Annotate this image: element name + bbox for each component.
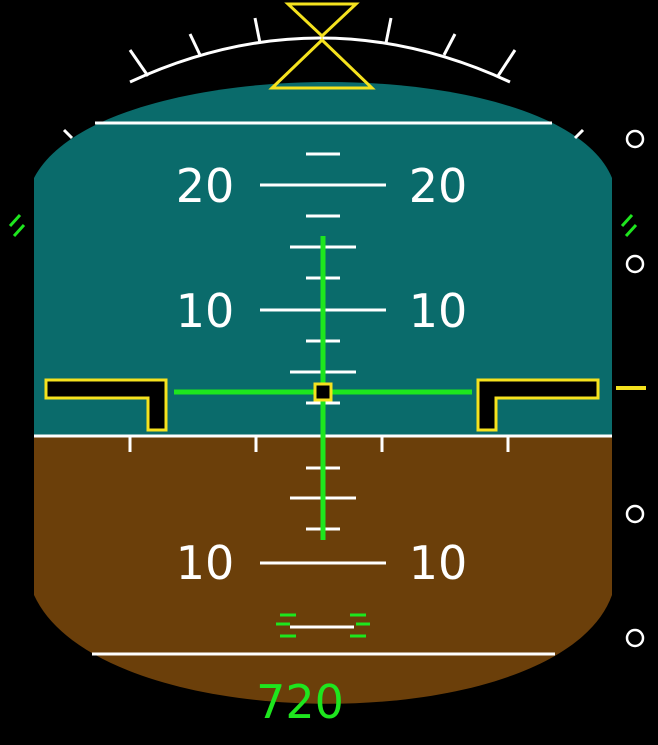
aircraft-center-dot-icon xyxy=(313,382,333,402)
bank-tick-left-20 xyxy=(188,33,202,56)
bank-tick-right-30 xyxy=(496,49,517,77)
bank-tick-right-20 xyxy=(442,33,457,56)
deviation-dot-icon xyxy=(625,628,645,648)
pitch-label-down-10-right: 10 xyxy=(409,536,468,590)
bank-tick-right-10 xyxy=(384,17,393,44)
aircraft-symbol-left-wing xyxy=(44,378,168,432)
pitch-label-up-10-left: 10 xyxy=(176,284,235,338)
radio-altitude-readout: 720 xyxy=(256,675,344,729)
pitch-label-up-10-right: 10 xyxy=(409,284,468,338)
deviation-scale xyxy=(625,129,645,648)
deviation-dot-icon xyxy=(625,129,645,149)
bank-pointer-icon xyxy=(268,2,376,90)
pitch-label-down-10-left: 10 xyxy=(176,536,235,590)
bank-tick-right-45 xyxy=(573,128,585,140)
bank-limit-left-icon xyxy=(8,213,26,238)
aircraft-symbol-right-wing xyxy=(476,378,600,432)
deviation-dot-icon xyxy=(625,254,645,274)
flight-path-marker-icon xyxy=(276,613,370,638)
deviation-dot-icon xyxy=(625,504,645,524)
bank-tick-left-45 xyxy=(62,128,74,140)
bank-tick-left-10 xyxy=(253,17,262,44)
bank-arc xyxy=(129,36,511,84)
bank-tick-left-30 xyxy=(128,49,150,77)
pitch-label-up-20-right: 20 xyxy=(409,159,468,213)
bank-scale xyxy=(62,17,585,140)
bank-limit-right-icon xyxy=(620,213,638,238)
pitch-label-up-20-left: 20 xyxy=(176,159,235,213)
